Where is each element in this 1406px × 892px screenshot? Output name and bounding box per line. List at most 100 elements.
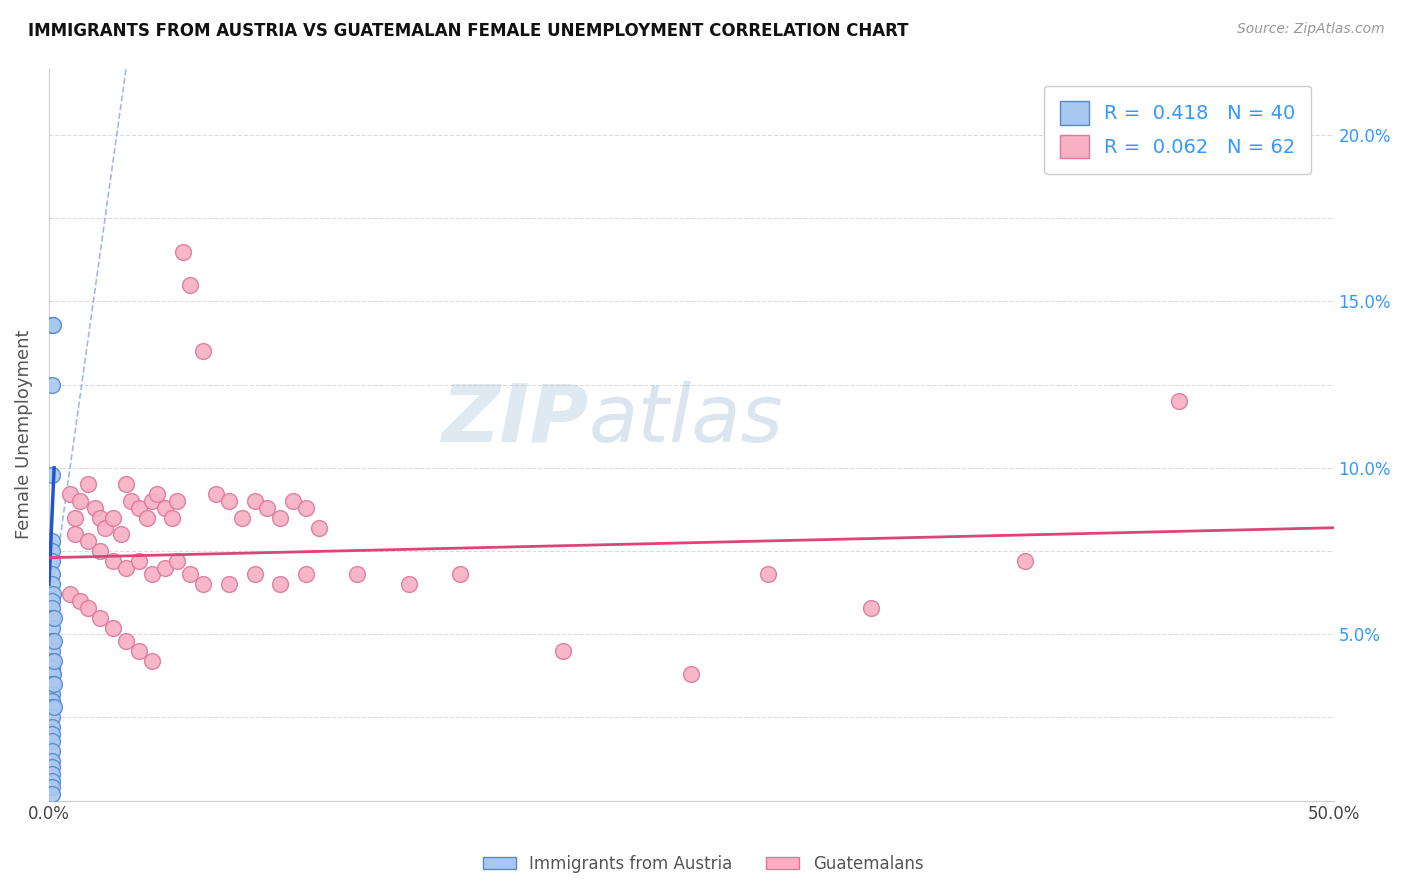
Point [103,510,125,524]
Point [269,510,291,524]
Point [398,577,420,591]
Point [218,494,240,508]
Point [295,500,318,515]
Point [110,527,132,541]
Point [41,318,63,332]
Point [41,554,63,568]
Point [681,667,703,681]
Point [205,487,228,501]
Point [103,554,125,568]
Point [42,677,65,691]
Point [146,487,169,501]
Point [41,667,63,681]
Point [166,494,188,508]
Y-axis label: Female Unemployment: Female Unemployment [15,330,32,540]
Point [41,660,63,674]
Point [551,644,574,658]
Point [76,534,98,549]
Point [860,600,883,615]
Point [89,510,111,524]
Point [243,494,266,508]
Point [42,610,65,624]
Point [153,500,176,515]
Point [94,521,117,535]
Point [69,494,91,508]
Point [41,760,63,774]
Text: IMMIGRANTS FROM AUSTRIA VS GUATEMALAN FEMALE UNEMPLOYMENT CORRELATION CHART: IMMIGRANTS FROM AUSTRIA VS GUATEMALAN FE… [28,22,908,40]
Point [89,610,111,624]
Point [269,577,291,591]
Point [63,527,86,541]
Point [42,587,65,601]
Point [41,780,63,795]
Point [41,773,63,788]
Point [153,560,176,574]
Point [191,577,214,591]
Point [41,594,63,608]
Point [1014,554,1036,568]
Point [41,767,63,781]
Text: Source: ZipAtlas.com: Source: ZipAtlas.com [1237,22,1385,37]
Point [76,477,98,491]
Point [128,500,150,515]
Point [449,567,471,582]
Point [231,510,253,524]
Point [41,787,63,801]
Point [218,577,240,591]
Point [1168,394,1191,409]
Point [41,567,63,582]
Point [41,687,63,701]
Point [256,500,278,515]
Point [295,567,318,582]
Point [141,567,163,582]
Point [89,544,111,558]
Point [42,318,65,332]
Point [115,633,138,648]
Point [41,534,63,549]
Point [135,510,157,524]
Point [308,521,330,535]
Point [41,744,63,758]
Point [191,344,214,359]
Point [42,700,65,714]
Point [41,633,63,648]
Point [41,644,63,658]
Point [41,677,63,691]
Point [41,467,63,482]
Point [128,644,150,658]
Point [281,494,304,508]
Point [172,244,194,259]
Point [179,567,201,582]
Point [63,510,86,524]
Point [41,544,63,558]
Point [346,567,368,582]
Point [115,477,138,491]
Point [179,277,201,292]
Legend: Immigrants from Austria, Guatemalans: Immigrants from Austria, Guatemalans [477,848,929,880]
Point [41,733,63,747]
Point [128,554,150,568]
Point [162,510,184,524]
Point [41,710,63,724]
Point [41,694,63,708]
Legend: R =  0.418   N = 40, R =  0.062   N = 62: R = 0.418 N = 40, R = 0.062 N = 62 [1045,86,1310,174]
Point [41,654,63,668]
Point [41,377,63,392]
Point [243,567,266,582]
Point [84,500,107,515]
Point [141,654,163,668]
Point [42,654,65,668]
Point [103,621,125,635]
Text: ZIP: ZIP [441,381,589,458]
Point [42,667,65,681]
Point [758,567,780,582]
Text: atlas: atlas [589,381,783,458]
Point [76,600,98,615]
Point [41,700,63,714]
Point [166,554,188,568]
Point [141,494,163,508]
Point [58,587,80,601]
Point [42,633,65,648]
Point [41,727,63,741]
Point [41,621,63,635]
